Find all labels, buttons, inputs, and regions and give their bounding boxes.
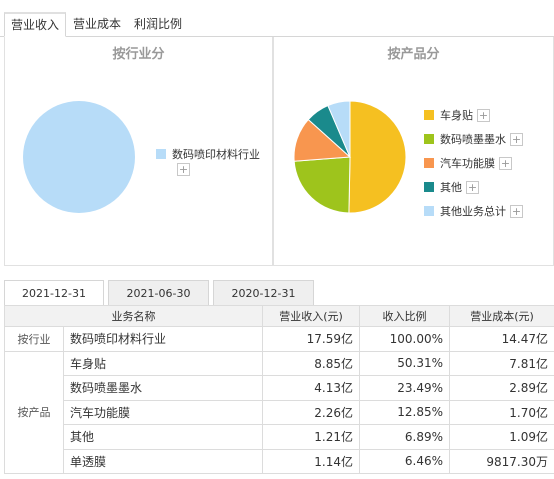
legend-item-0[interactable]: 车身贴 + (424, 107, 490, 123)
industry-chart-panel: 按行业分 数码喷印材料行业 + (4, 37, 273, 266)
header-business-name: 业务名称 (4, 305, 263, 327)
row-ratio: 50.31% (359, 350, 450, 376)
table-row: 其他 1.21亿 6.89% 1.09亿 (5, 424, 554, 450)
legend-label: 汽车功能膜 (440, 157, 495, 170)
group-label-product: 按产品 (4, 350, 64, 474)
row-revenue: 1.21亿 (262, 424, 360, 450)
legend-item-4[interactable]: 其他业务总计 + (424, 203, 523, 219)
legend-swatch (424, 158, 434, 168)
pie-slice-4[interactable] (327, 100, 351, 158)
product-chart-panel: 按产品分 车身贴 + 数码喷墨墨水 + 汽车功能膜 + 其他 + 其他业务总计 + (273, 37, 554, 266)
plus-icon[interactable]: + (510, 132, 523, 146)
row-name: 单透膜 (63, 448, 263, 474)
table-row: 数码喷墨墨水 4.13亿 23.49% 2.89亿 (5, 375, 554, 401)
row-cost: 1.70亿 (449, 399, 554, 425)
plus-icon[interactable]: + (177, 163, 190, 176)
pie-slice-1[interactable] (293, 156, 351, 214)
plus-icon[interactable]: + (499, 156, 512, 170)
tab-revenue[interactable]: 营业收入 (4, 12, 66, 37)
row-cost: 2.89亿 (449, 375, 554, 401)
legend-label: 数码喷印材料行业 (172, 148, 260, 161)
tab-date-2021-12-31[interactable]: 2021-12-31 (4, 280, 104, 306)
legend-swatch (424, 206, 434, 216)
row-revenue: 8.85亿 (262, 350, 360, 376)
pie-slice-0[interactable] (348, 100, 407, 214)
row-ratio: 100.00% (359, 326, 450, 352)
header-ratio: 收入比例 (359, 305, 450, 327)
row-revenue: 1.14亿 (262, 448, 360, 474)
legend-label: 其他业务总计 (440, 205, 506, 218)
header-cost: 营业成本(元) (449, 305, 554, 327)
table-row: 汽车功能膜 2.26亿 12.85% 1.70亿 (5, 399, 554, 425)
table-row: 按产品 车身贴 8.85亿 50.31% 7.81亿 (4, 350, 554, 474)
legend-swatch (424, 134, 434, 144)
row-cost: 14.47亿 (449, 326, 554, 352)
pie-slice-0[interactable] (23, 101, 135, 213)
tab-date-2021-06-30[interactable]: 2021-06-30 (108, 280, 209, 305)
table-header-row: 业务名称 营业收入(元) 收入比例 营业成本(元) (4, 305, 554, 327)
row-name: 数码喷墨墨水 (63, 375, 263, 401)
row-cost: 7.81亿 (449, 350, 554, 376)
row-name: 车身贴 (63, 350, 263, 376)
plus-icon[interactable]: + (466, 180, 479, 194)
row-name: 汽车功能膜 (63, 399, 263, 425)
date-tab-bar: 2021-12-31 2021-06-30 2020-12-31 (4, 280, 554, 306)
row-name: 数码喷印材料行业 (63, 326, 263, 352)
plus-icon[interactable]: + (477, 108, 490, 122)
row-cost: 1.09亿 (449, 424, 554, 450)
industry-pie-chart (23, 101, 135, 213)
table-row: 单透膜 1.14亿 6.46% 9817.30万 (5, 448, 554, 474)
legend-label: 数码喷墨墨水 (440, 133, 506, 146)
product-pie-chart (293, 100, 407, 214)
header-revenue: 营业收入(元) (262, 305, 360, 327)
legend-label: 其他 (440, 181, 462, 194)
legend-expand[interactable]: + (177, 163, 190, 177)
tab-date-2020-12-31[interactable]: 2020-12-31 (213, 280, 314, 305)
top-tab-bar: 营业收入 营业成本 利润比例 (0, 0, 554, 37)
row-revenue: 17.59亿 (262, 326, 360, 352)
row-revenue: 2.26亿 (262, 399, 360, 425)
tab-cost[interactable]: 营业成本 (72, 17, 121, 31)
plus-icon[interactable]: + (510, 204, 523, 218)
industry-chart-title: 按行业分 (112, 47, 165, 62)
legend-item-digital-print[interactable]: 数码喷印材料行业 (156, 146, 260, 162)
row-ratio: 23.49% (359, 375, 450, 401)
legend-swatch (424, 182, 434, 192)
table-row: 按行业 数码喷印材料行业 17.59亿 100.00% 14.47亿 (4, 326, 554, 352)
product-chart-title: 按产品分 (387, 47, 440, 62)
row-cost: 9817.30万 (449, 448, 554, 474)
row-revenue: 4.13亿 (262, 375, 360, 401)
row-ratio: 6.46% (359, 448, 450, 474)
row-name: 其他 (63, 424, 263, 450)
legend-item-3[interactable]: 其他 + (424, 179, 479, 195)
tab-profit-ratio[interactable]: 利润比例 (133, 17, 182, 31)
legend-item-2[interactable]: 汽车功能膜 + (424, 155, 512, 171)
revenue-table: 业务名称 营业收入(元) 收入比例 营业成本(元) 按行业 数码喷印材料行业 1… (4, 305, 554, 474)
legend-swatch (156, 149, 166, 159)
group-label-industry: 按行业 (4, 326, 64, 352)
legend-swatch (424, 110, 434, 120)
row-ratio: 12.85% (359, 399, 450, 425)
legend-item-1[interactable]: 数码喷墨墨水 + (424, 131, 523, 147)
legend-label: 车身贴 (440, 109, 473, 122)
row-ratio: 6.89% (359, 424, 450, 450)
